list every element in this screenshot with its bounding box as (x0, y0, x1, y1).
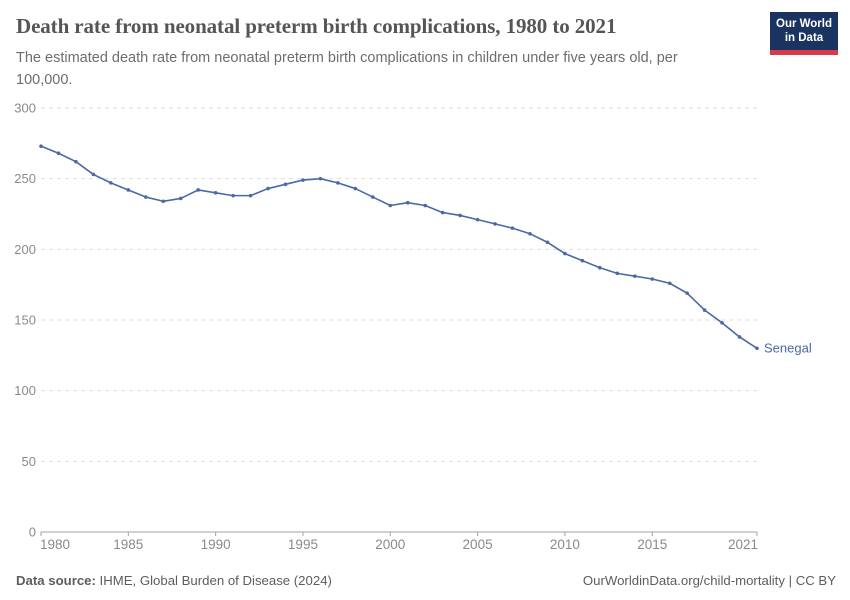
y-tick-label: 250 (14, 171, 36, 186)
data-point[interactable] (475, 217, 480, 222)
data-point[interactable] (598, 265, 602, 270)
x-tick-label: 1990 (201, 537, 231, 552)
data-source-value: IHME, Global Burden of Disease (2024) (95, 573, 332, 588)
owid-logo-line1: Our World (776, 18, 833, 30)
x-tick-label: 1985 (113, 537, 143, 552)
data-point[interactable] (74, 159, 78, 164)
data-point[interactable] (126, 188, 131, 192)
data-point[interactable] (39, 144, 43, 148)
credit-link[interactable]: OurWorldinData.org/child-mortality | CC … (582, 573, 836, 588)
y-tick-label: 50 (22, 454, 36, 469)
x-tick-label: 2021 (728, 537, 758, 552)
data-source-label: Data source: (16, 573, 96, 588)
data-point[interactable] (266, 186, 270, 191)
data-point[interactable] (720, 321, 724, 325)
data-point[interactable] (423, 203, 427, 208)
data-point[interactable] (388, 203, 393, 208)
data-point[interactable] (143, 195, 148, 199)
data-point[interactable] (632, 274, 637, 278)
x-tick-label: 2000 (375, 537, 405, 552)
x-tick-label: 2015 (637, 537, 667, 552)
chart-subtitle-line2: 100,000. (16, 71, 73, 88)
data-point[interactable] (528, 231, 532, 236)
data-point[interactable] (440, 210, 445, 215)
data-point[interactable] (353, 186, 358, 191)
y-tick-label: 150 (14, 313, 36, 328)
x-tick-label: 1980 (40, 537, 70, 552)
data-point[interactable] (563, 251, 567, 256)
data-point[interactable] (371, 195, 375, 199)
data-point[interactable] (336, 181, 340, 185)
data-point[interactable] (458, 213, 462, 218)
data-point[interactable] (213, 191, 218, 195)
chart-title: Death rate from neonatal preterm birth c… (16, 14, 617, 38)
data-point[interactable] (493, 222, 497, 226)
data-point[interactable] (510, 226, 515, 230)
data-point[interactable] (615, 271, 620, 276)
chart-subtitle: The estimated death rate from neonatal p… (16, 48, 755, 92)
data-point[interactable] (667, 281, 672, 286)
y-tick-label: 0 (29, 525, 36, 540)
data-point[interactable] (702, 308, 707, 312)
data-source: Data source: IHME, Global Burden of Dise… (16, 573, 332, 588)
data-point[interactable] (650, 277, 655, 281)
data-point[interactable] (91, 172, 96, 177)
y-tick-label: 100 (14, 383, 36, 398)
data-point[interactable] (231, 193, 235, 198)
data-point[interactable] (580, 258, 585, 263)
y-tick-label: 200 (14, 242, 36, 257)
data-point[interactable] (737, 335, 742, 339)
chart-header: Death rate from neonatal preterm birth c… (16, 14, 755, 92)
owid-logo[interactable]: Our World in Data (770, 12, 838, 55)
data-point[interactable] (301, 178, 305, 182)
data-point[interactable] (545, 240, 550, 245)
x-tick-label: 2010 (550, 537, 580, 552)
data-point[interactable] (56, 151, 61, 156)
x-tick-label: 1995 (288, 537, 318, 552)
data-point[interactable] (109, 181, 113, 185)
y-tick-label: 300 (14, 101, 36, 116)
data-point[interactable] (248, 193, 253, 198)
data-point[interactable] (178, 196, 183, 201)
data-point[interactable] (161, 199, 166, 204)
data-point[interactable] (685, 291, 689, 295)
data-point[interactable] (755, 346, 759, 351)
data-point[interactable] (196, 188, 200, 192)
chart-footer: Data source: IHME, Global Burden of Dise… (16, 573, 836, 588)
series-end-label[interactable]: Senegal (764, 340, 812, 355)
chart-subtitle-line1: The estimated death rate from neonatal p… (16, 50, 678, 66)
data-point[interactable] (318, 176, 323, 181)
series-line[interactable] (40, 145, 758, 349)
x-tick-label: 2005 (463, 537, 493, 552)
data-point[interactable] (405, 200, 410, 205)
owid-logo-line2: in Data (784, 32, 824, 45)
data-point[interactable] (283, 182, 288, 187)
